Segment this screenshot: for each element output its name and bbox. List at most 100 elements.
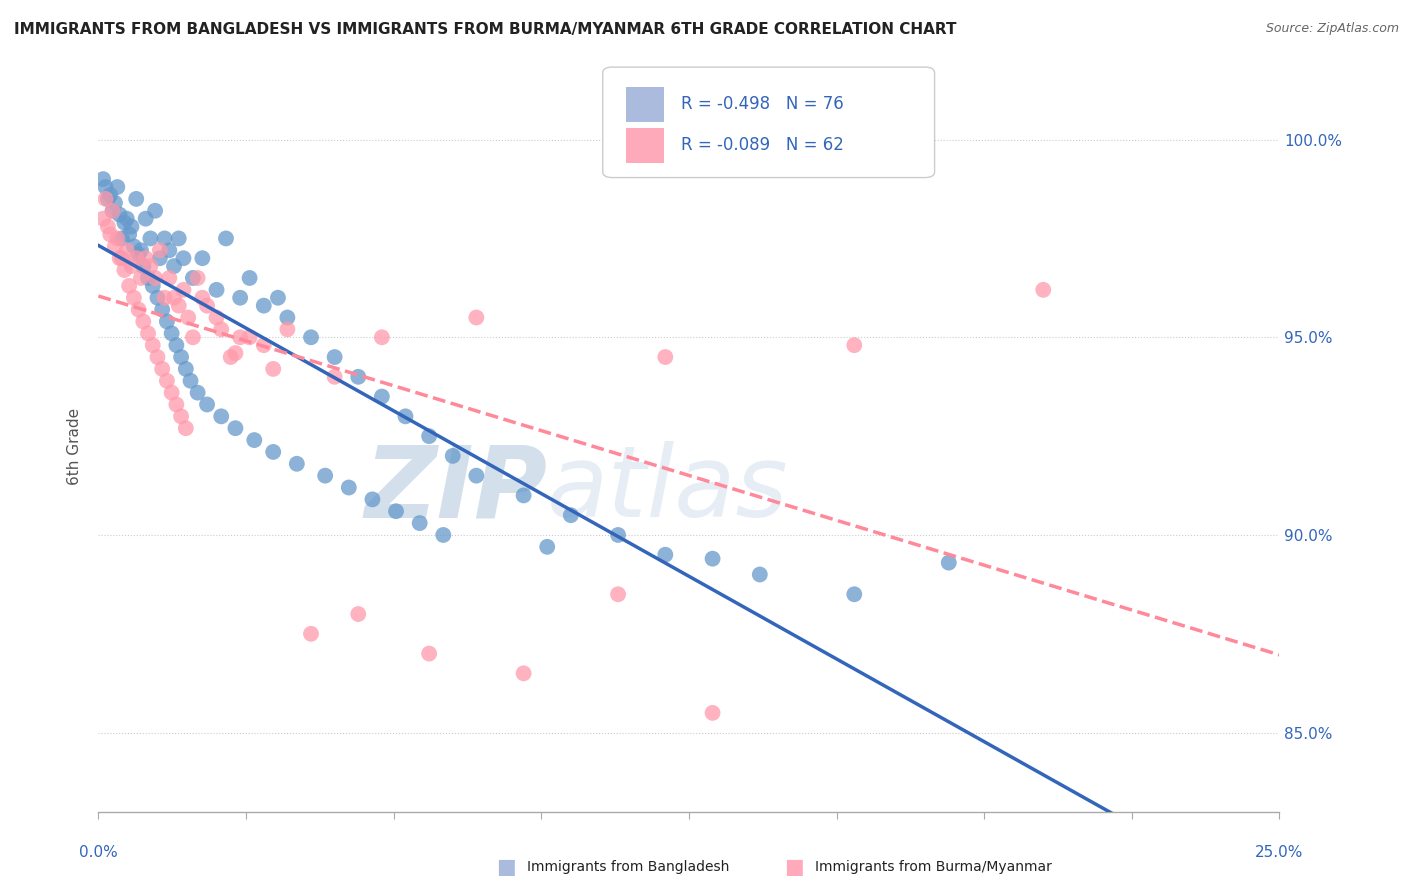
Point: [187, 271, 209, 285]
Text: Immigrants from Burma/Myanmar: Immigrants from Burma/Myanmar: [815, 860, 1052, 874]
Point: [209, 322, 232, 336]
Text: R = -0.498   N = 76: R = -0.498 N = 76: [681, 95, 844, 113]
Text: R = -0.089   N = 62: R = -0.089 N = 62: [681, 136, 844, 154]
Point: [160, 326, 183, 341]
Point: [167, 299, 190, 313]
Point: [143, 271, 166, 285]
Point: [163, 259, 186, 273]
Point: [195, 299, 218, 313]
Point: [142, 278, 165, 293]
Point: [560, 508, 582, 523]
Point: [136, 271, 159, 285]
Point: [98, 188, 121, 202]
Point: [139, 259, 162, 273]
Point: [512, 666, 534, 681]
Point: [938, 556, 960, 570]
Point: [153, 231, 176, 245]
Point: [143, 203, 166, 218]
Point: [371, 330, 394, 344]
Point: [167, 231, 190, 245]
Point: [135, 251, 157, 265]
Point: [112, 216, 135, 230]
Point: [125, 251, 148, 265]
Point: [112, 263, 135, 277]
Point: [844, 587, 866, 601]
Point: [748, 567, 770, 582]
Point: [323, 369, 346, 384]
Point: [104, 195, 127, 210]
Point: [170, 409, 193, 424]
Point: [187, 385, 209, 400]
Point: [191, 251, 214, 265]
Point: [253, 338, 276, 352]
Point: [371, 390, 394, 404]
Bar: [626, 87, 664, 122]
Point: [91, 172, 114, 186]
Point: [229, 291, 252, 305]
Point: [108, 208, 131, 222]
Point: [262, 445, 284, 459]
Point: [125, 192, 148, 206]
Point: [136, 326, 159, 341]
Point: [115, 211, 138, 226]
Point: [465, 310, 488, 325]
Point: [98, 227, 121, 242]
Point: [111, 231, 134, 245]
Point: [132, 259, 155, 273]
Point: [157, 244, 180, 258]
Point: [654, 350, 676, 364]
Text: atlas: atlas: [547, 442, 789, 539]
Point: [314, 468, 336, 483]
Point: [132, 314, 155, 328]
FancyBboxPatch shape: [603, 67, 935, 178]
Text: ZIP: ZIP: [364, 442, 547, 539]
Point: [121, 219, 143, 234]
Point: [276, 322, 298, 336]
Point: [441, 449, 464, 463]
Point: [607, 528, 630, 542]
Point: [181, 330, 204, 344]
Point: [702, 706, 724, 720]
Point: [205, 283, 228, 297]
Point: [702, 551, 724, 566]
Point: [215, 231, 238, 245]
Point: [844, 338, 866, 352]
Point: [432, 528, 454, 542]
Point: [97, 192, 120, 206]
Text: IMMIGRANTS FROM BANGLADESH VS IMMIGRANTS FROM BURMA/MYANMAR 6TH GRADE CORRELATIO: IMMIGRANTS FROM BANGLADESH VS IMMIGRANTS…: [14, 22, 956, 37]
Point: [191, 291, 214, 305]
Point: [267, 291, 290, 305]
Text: 0.0%: 0.0%: [79, 845, 118, 860]
Point: [385, 504, 408, 518]
Point: [101, 203, 124, 218]
Point: [465, 468, 488, 483]
Point: [239, 271, 262, 285]
Point: [163, 291, 186, 305]
Point: [229, 330, 252, 344]
Point: [153, 291, 176, 305]
Point: [105, 231, 128, 245]
Point: [607, 587, 630, 601]
Point: [418, 429, 440, 443]
Point: [118, 227, 141, 242]
Point: [146, 350, 169, 364]
Point: [150, 302, 173, 317]
Text: ■: ■: [785, 857, 804, 877]
Point: [172, 283, 194, 297]
Point: [408, 516, 430, 530]
Point: [105, 180, 128, 194]
Point: [224, 421, 246, 435]
Point: [1032, 283, 1054, 297]
Point: [111, 251, 134, 265]
Point: [323, 350, 346, 364]
Point: [142, 338, 165, 352]
Point: [97, 219, 120, 234]
Point: [276, 310, 298, 325]
Point: [129, 271, 152, 285]
Point: [299, 330, 322, 344]
Point: [156, 314, 179, 328]
Point: [122, 291, 145, 305]
Point: [181, 271, 204, 285]
Point: [177, 310, 200, 325]
Point: [243, 433, 266, 447]
